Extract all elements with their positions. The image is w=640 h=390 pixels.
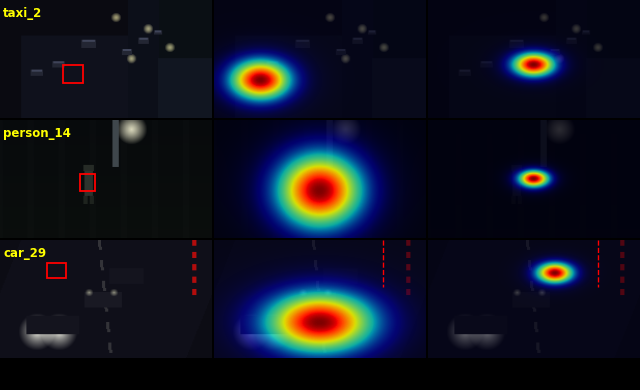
Bar	[47, 263, 66, 278]
Text: Base tracker with: Base tracker with	[413, 371, 534, 385]
Text: person_14: person_14	[3, 127, 71, 140]
Text: SCT: SCT	[534, 371, 563, 385]
Bar	[81, 174, 95, 191]
Text: Frames: Frames	[82, 371, 130, 385]
Text: Base tracker: Base tracker	[278, 371, 362, 385]
Bar	[63, 65, 83, 83]
Text: taxi_2: taxi_2	[3, 7, 42, 20]
Text: car_29: car_29	[3, 247, 46, 260]
